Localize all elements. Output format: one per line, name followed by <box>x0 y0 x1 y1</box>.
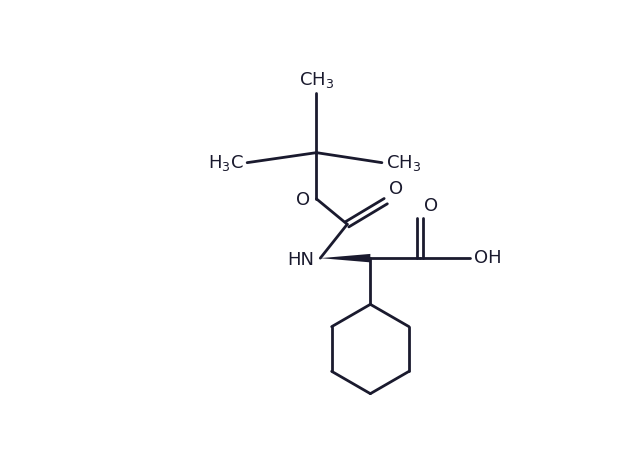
Text: HN: HN <box>287 251 314 269</box>
Text: CH$_3$: CH$_3$ <box>299 70 334 89</box>
Text: O: O <box>424 197 438 215</box>
Text: O: O <box>389 180 403 198</box>
Text: CH$_3$: CH$_3$ <box>386 153 421 172</box>
Text: H$_3$C: H$_3$C <box>207 153 243 172</box>
Text: O: O <box>296 191 310 210</box>
Polygon shape <box>320 254 371 262</box>
Text: OH: OH <box>474 249 502 267</box>
